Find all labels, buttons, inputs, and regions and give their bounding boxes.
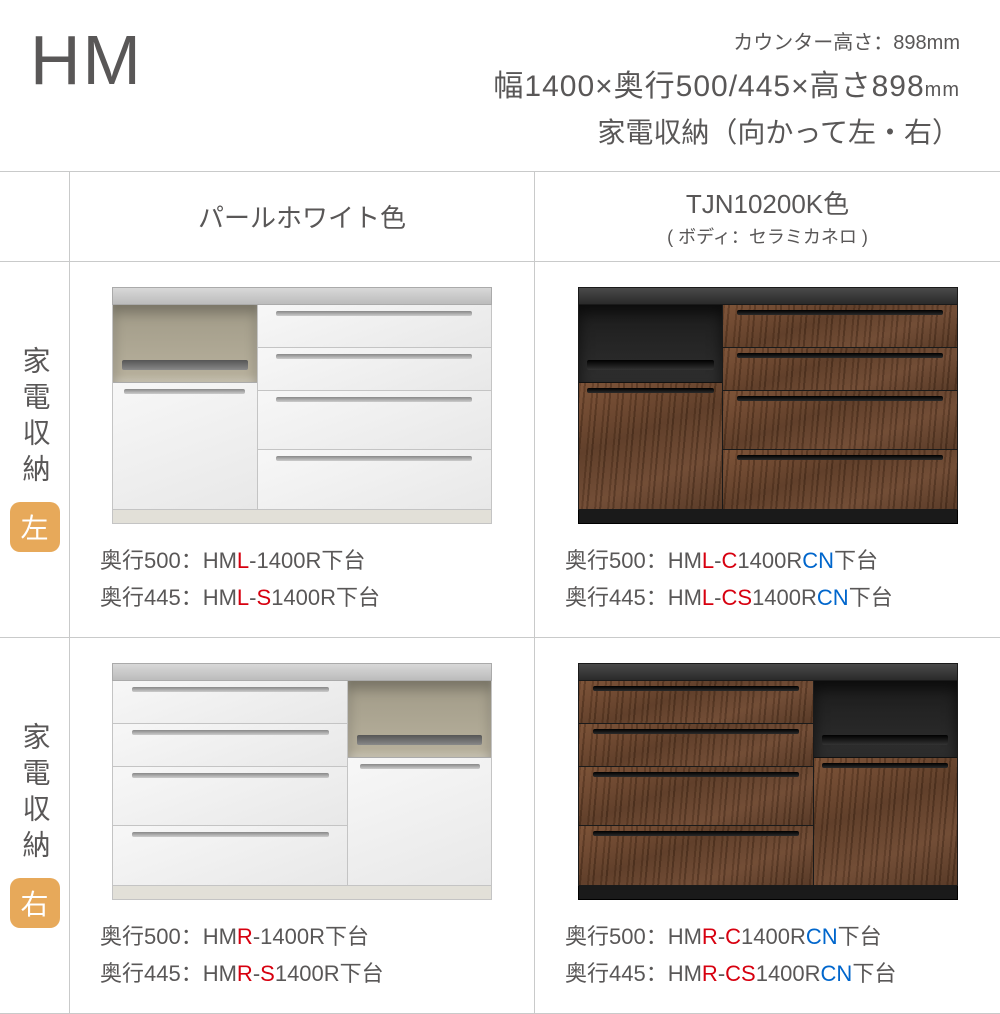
row-label-right: 家電収納 bbox=[15, 722, 55, 866]
row-header-left: 家電収納 左 bbox=[0, 262, 70, 638]
badge-left: 左 bbox=[10, 502, 60, 552]
header: HM カウンター高さ：898mm 幅1400×奥行500/445×高さ898mm… bbox=[0, 0, 1000, 172]
code-dl-445: 奥行445：HML-CS1400RCN下台 bbox=[565, 579, 970, 616]
col-header-white: パールホワイト色 bbox=[70, 172, 535, 262]
col-header-dark-title: TJN10200K色 bbox=[686, 184, 849, 221]
dimensions: 幅1400×奥行500/445×高さ898mm bbox=[493, 61, 960, 105]
product-series-logo: HM bbox=[30, 20, 143, 100]
codes-dark-right: 奥行500：HMR-C1400RCN下台 奥行445：HMR-CS1400RCN… bbox=[565, 918, 970, 993]
code-wr-445: 奥行445：HMR-S1400R下台 bbox=[100, 955, 504, 992]
product-white-left: 奥行500：HML-1400R下台 奥行445：HML-S1400R下台 bbox=[70, 262, 535, 638]
codes-dark-left: 奥行500：HML-C1400RCN下台 奥行445：HML-CS1400RCN… bbox=[565, 542, 970, 617]
row-label-left: 家電収納 bbox=[15, 346, 55, 490]
code-wr-500: 奥行500：HMR-1400R下台 bbox=[100, 918, 504, 955]
cabinet-dark-left-icon bbox=[578, 287, 958, 524]
dimensions-main: 幅1400×奥行500/445×高さ898 bbox=[493, 70, 924, 103]
col-header-white-title: パールホワイト色 bbox=[198, 198, 406, 235]
cabinet-white-left-icon bbox=[112, 287, 492, 524]
col-header-dark-sub: ( ボディ：セラミカネロ ) bbox=[667, 223, 868, 249]
header-specs: カウンター高さ：898mm 幅1400×奥行500/445×高さ898mm 家電… bbox=[493, 20, 960, 151]
product-dark-right: 奥行500：HMR-C1400RCN下台 奥行445：HMR-CS1400RCN… bbox=[535, 638, 1000, 1014]
col-header-dark: TJN10200K色 ( ボディ：セラミカネロ ) bbox=[535, 172, 1000, 262]
comparison-grid: パールホワイト色 TJN10200K色 ( ボディ：セラミカネロ ) 家電収納 … bbox=[0, 172, 1000, 1014]
subtitle: 家電収納（向かって左・右） bbox=[493, 111, 960, 151]
codes-white-left: 奥行500：HML-1400R下台 奥行445：HML-S1400R下台 bbox=[100, 542, 504, 617]
cabinet-white-right-icon bbox=[112, 663, 492, 900]
row-header-right: 家電収納 右 bbox=[0, 638, 70, 1014]
code-wl-500: 奥行500：HML-1400R下台 bbox=[100, 542, 504, 579]
counter-height: カウンター高さ：898mm bbox=[493, 26, 960, 55]
dimensions-unit: mm bbox=[925, 79, 960, 101]
codes-white-right: 奥行500：HMR-1400R下台 奥行445：HMR-S1400R下台 bbox=[100, 918, 504, 993]
code-wl-445: 奥行445：HML-S1400R下台 bbox=[100, 579, 504, 616]
product-dark-left: 奥行500：HML-C1400RCN下台 奥行445：HML-CS1400RCN… bbox=[535, 262, 1000, 638]
cabinet-dark-right-icon bbox=[578, 663, 958, 900]
code-dr-500: 奥行500：HMR-C1400RCN下台 bbox=[565, 918, 970, 955]
badge-right: 右 bbox=[10, 878, 60, 928]
corner-cell bbox=[0, 172, 70, 262]
code-dr-445: 奥行445：HMR-CS1400RCN下台 bbox=[565, 955, 970, 992]
product-white-right: 奥行500：HMR-1400R下台 奥行445：HMR-S1400R下台 bbox=[70, 638, 535, 1014]
code-dl-500: 奥行500：HML-C1400RCN下台 bbox=[565, 542, 970, 579]
